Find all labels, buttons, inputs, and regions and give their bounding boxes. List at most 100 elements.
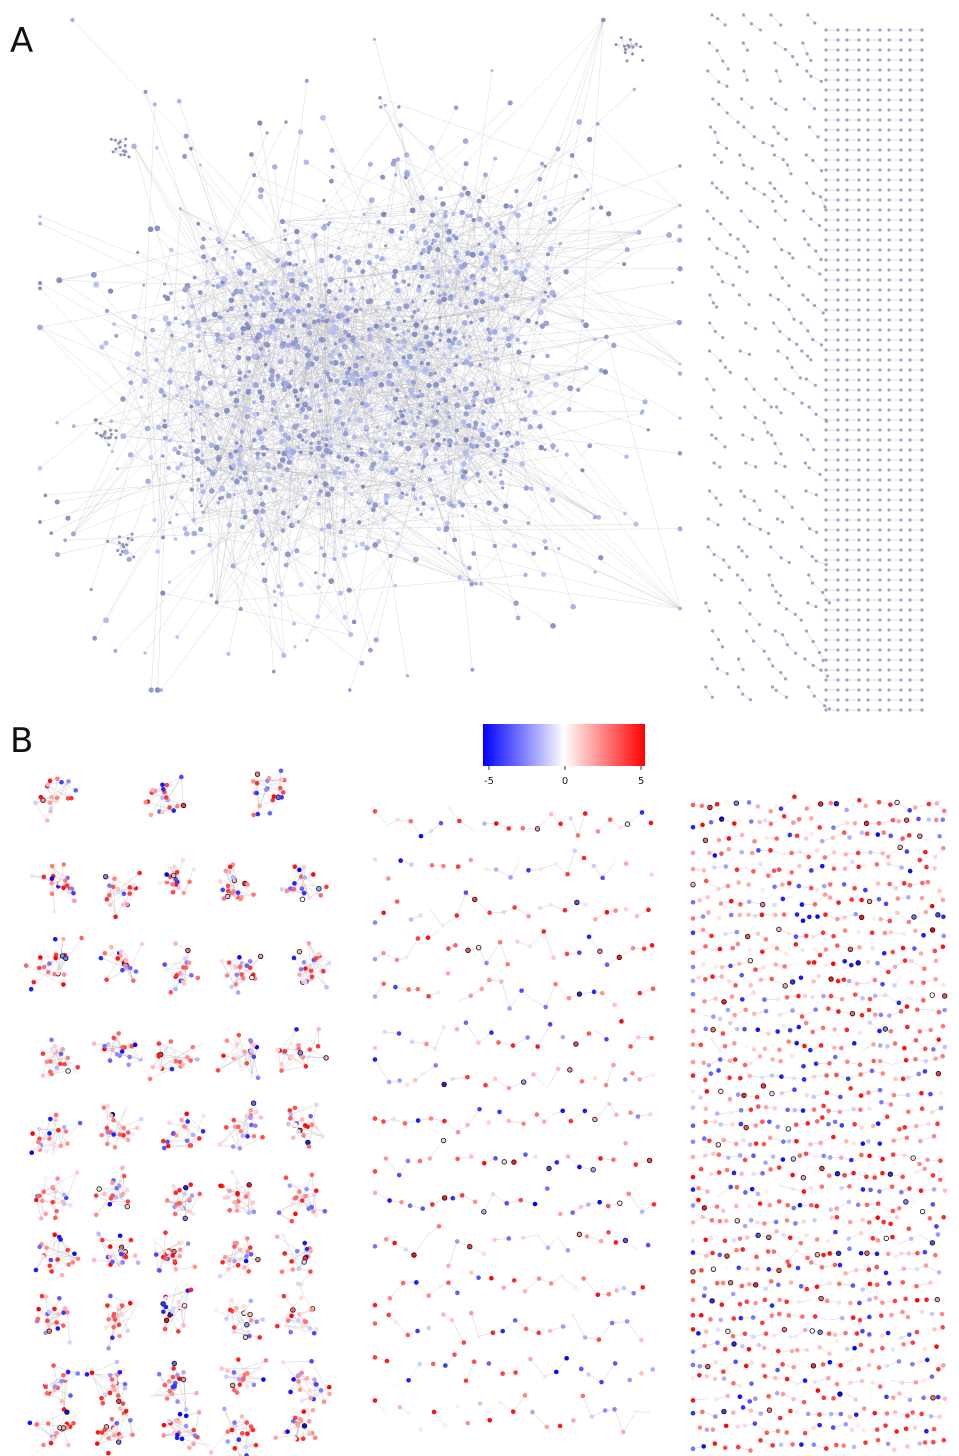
node bbox=[836, 498, 839, 501]
node bbox=[307, 895, 312, 900]
node bbox=[751, 167, 754, 170]
edge bbox=[446, 529, 680, 530]
node bbox=[601, 18, 606, 23]
node bbox=[622, 262, 626, 266]
node bbox=[234, 973, 239, 978]
node bbox=[836, 98, 839, 101]
node bbox=[422, 501, 426, 505]
node bbox=[779, 411, 782, 414]
node bbox=[164, 968, 169, 973]
node bbox=[899, 188, 902, 191]
node bbox=[184, 531, 190, 537]
edge bbox=[712, 659, 717, 669]
node bbox=[73, 788, 78, 793]
node bbox=[220, 496, 224, 500]
node bbox=[462, 362, 465, 365]
node bbox=[248, 237, 251, 240]
node bbox=[273, 546, 278, 551]
edge bbox=[721, 224, 731, 235]
node bbox=[629, 38, 632, 41]
node bbox=[410, 469, 414, 473]
node bbox=[368, 648, 373, 653]
node bbox=[179, 207, 182, 210]
node bbox=[395, 288, 400, 293]
node bbox=[261, 353, 265, 357]
node bbox=[262, 302, 266, 306]
node bbox=[431, 405, 434, 408]
node bbox=[866, 378, 869, 381]
edge bbox=[717, 249, 727, 254]
node bbox=[899, 78, 902, 81]
node bbox=[783, 465, 786, 468]
node bbox=[614, 43, 617, 46]
node bbox=[920, 168, 923, 171]
node bbox=[899, 558, 902, 561]
edge bbox=[707, 379, 714, 390]
node bbox=[440, 201, 446, 207]
node bbox=[824, 458, 827, 461]
node bbox=[307, 303, 312, 308]
node bbox=[453, 330, 458, 335]
node bbox=[908, 98, 911, 101]
node bbox=[857, 698, 860, 701]
node bbox=[115, 887, 120, 892]
node bbox=[189, 973, 194, 978]
node bbox=[336, 466, 340, 470]
node bbox=[908, 428, 911, 431]
edge bbox=[741, 211, 750, 221]
node bbox=[887, 238, 890, 241]
node bbox=[167, 805, 172, 810]
node bbox=[241, 509, 247, 515]
node bbox=[887, 218, 890, 221]
node bbox=[836, 418, 839, 421]
node bbox=[384, 244, 387, 247]
node bbox=[164, 795, 169, 800]
node bbox=[887, 148, 890, 151]
node bbox=[836, 468, 839, 471]
node bbox=[857, 338, 860, 341]
node bbox=[487, 380, 490, 383]
node bbox=[199, 163, 202, 166]
node bbox=[503, 519, 508, 524]
node bbox=[461, 461, 467, 467]
node bbox=[211, 257, 215, 261]
node bbox=[200, 484, 204, 488]
node bbox=[920, 278, 923, 281]
node bbox=[845, 358, 848, 361]
node bbox=[438, 294, 441, 297]
node bbox=[280, 457, 286, 463]
node bbox=[267, 349, 270, 352]
node bbox=[264, 787, 269, 792]
node bbox=[341, 423, 344, 426]
node bbox=[887, 128, 890, 131]
node bbox=[229, 391, 234, 396]
node bbox=[252, 268, 257, 273]
node bbox=[142, 284, 145, 287]
node bbox=[272, 794, 277, 799]
node bbox=[461, 514, 464, 517]
node bbox=[316, 446, 322, 452]
node bbox=[448, 415, 451, 418]
node bbox=[373, 371, 379, 377]
node bbox=[373, 284, 376, 287]
node bbox=[347, 418, 350, 421]
node bbox=[437, 547, 440, 550]
node bbox=[836, 628, 839, 631]
node bbox=[598, 555, 603, 560]
node bbox=[899, 578, 902, 581]
node bbox=[899, 438, 902, 441]
node bbox=[642, 399, 647, 404]
node bbox=[677, 238, 682, 243]
edge bbox=[754, 501, 760, 510]
node bbox=[866, 388, 869, 391]
node bbox=[623, 45, 626, 48]
edge bbox=[479, 201, 506, 206]
node bbox=[857, 478, 860, 481]
node bbox=[878, 68, 881, 71]
node bbox=[431, 507, 435, 511]
node bbox=[866, 688, 869, 691]
node bbox=[290, 324, 294, 328]
node bbox=[295, 344, 301, 350]
node bbox=[332, 469, 338, 475]
node bbox=[411, 487, 415, 491]
